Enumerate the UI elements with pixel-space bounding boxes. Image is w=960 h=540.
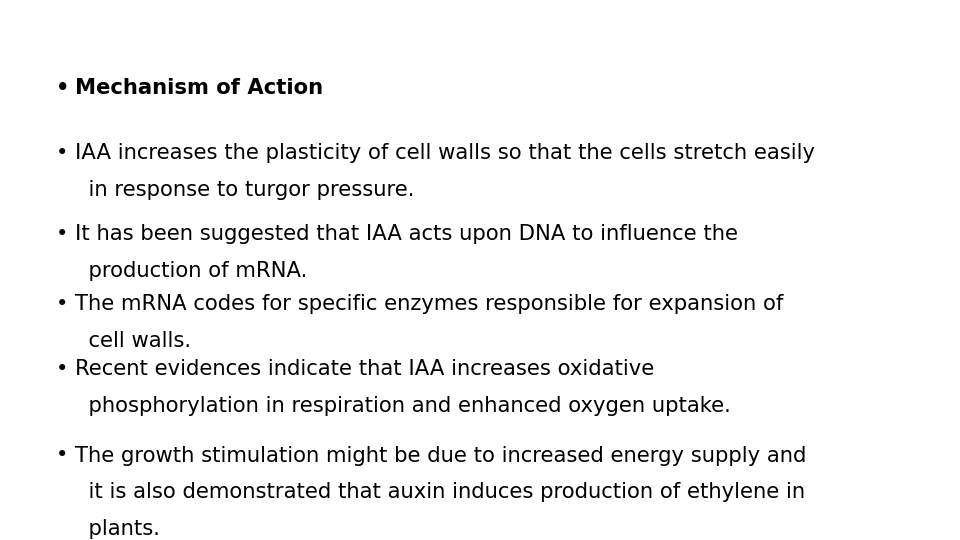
Text: The mRNA codes for specific enzymes responsible for expansion of: The mRNA codes for specific enzymes resp…: [75, 294, 783, 314]
Text: •: •: [56, 294, 68, 314]
Text: cell walls.: cell walls.: [75, 331, 191, 351]
Text: plants.: plants.: [75, 519, 159, 539]
Text: it is also demonstrated that auxin induces production of ethylene in: it is also demonstrated that auxin induc…: [75, 482, 805, 502]
Text: •: •: [56, 446, 68, 465]
Text: It has been suggested that IAA acts upon DNA to influence the: It has been suggested that IAA acts upon…: [75, 224, 738, 244]
Text: production of mRNA.: production of mRNA.: [75, 261, 307, 281]
Text: Mechanism of Action: Mechanism of Action: [75, 78, 323, 98]
Text: •: •: [56, 224, 68, 244]
Text: Recent evidences indicate that IAA increases oxidative: Recent evidences indicate that IAA incre…: [75, 359, 654, 379]
Text: in response to turgor pressure.: in response to turgor pressure.: [75, 180, 415, 200]
Text: •: •: [56, 359, 68, 379]
Text: IAA increases the plasticity of cell walls so that the cells stretch easily: IAA increases the plasticity of cell wal…: [75, 143, 815, 163]
Text: The growth stimulation might be due to increased energy supply and: The growth stimulation might be due to i…: [75, 446, 806, 465]
Text: •: •: [56, 143, 68, 163]
Text: •: •: [56, 78, 69, 98]
Text: phosphorylation in respiration and enhanced oxygen uptake.: phosphorylation in respiration and enhan…: [75, 396, 731, 416]
